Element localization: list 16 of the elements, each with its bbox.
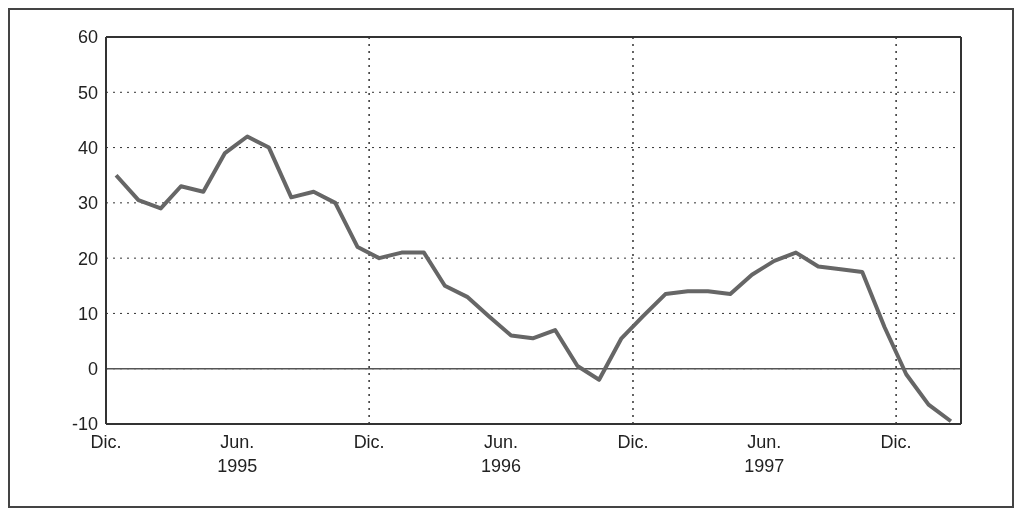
- x-tick-label: Dic.: [90, 432, 122, 452]
- y-tick-label: 0: [87, 359, 98, 380]
- x-tick-label: Dic.: [617, 432, 649, 452]
- x-tick-label: Jun. 1996: [481, 432, 522, 476]
- y-tick-label: -10: [71, 414, 98, 435]
- y-tick-label: 60: [77, 27, 98, 48]
- x-tick-label: Dic.: [353, 432, 385, 452]
- y-tick-label: 20: [77, 248, 98, 269]
- x-tick-label: Jun. 1997: [744, 432, 785, 476]
- y-tick-label: 50: [77, 82, 98, 103]
- line-series: [114, 134, 953, 424]
- y-tick-label: 30: [77, 193, 98, 214]
- y-tick-label: 40: [77, 137, 98, 158]
- x-tick-label: Jun. 1995: [217, 432, 258, 476]
- y-tick-label: 10: [77, 303, 98, 324]
- x-tick-label: Dic.: [880, 432, 912, 452]
